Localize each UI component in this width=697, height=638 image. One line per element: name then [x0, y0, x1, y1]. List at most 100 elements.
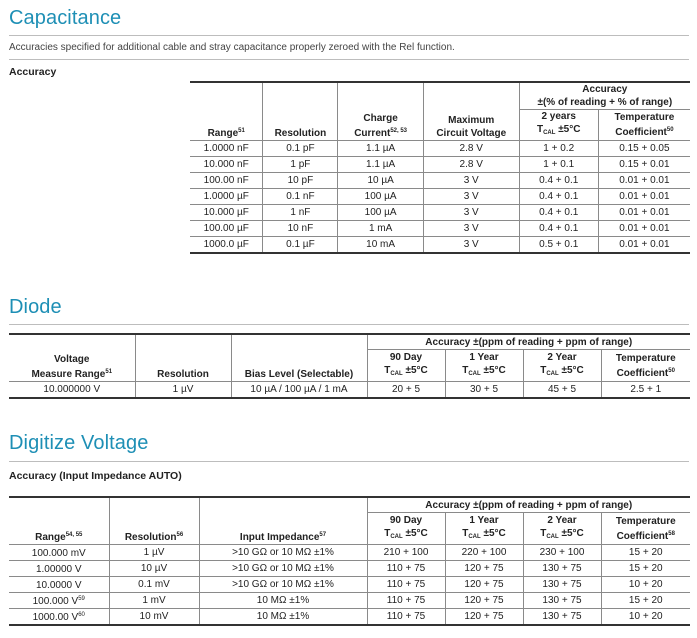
diode-cell-2-year: 45 + 5	[522, 381, 602, 399]
cell-resolution: 1 mV	[108, 592, 200, 609]
header-90-day: 90 Day TCAL ±5°C	[366, 512, 446, 545]
cell-temp-coefficient: 0.15 + 0.05	[597, 140, 690, 157]
cell-temp-coefficient: 10 + 20	[600, 576, 690, 593]
cell-input-impedance: 10 MΩ ±1%	[198, 592, 368, 609]
cell-temp-coefficient: 10 + 20	[600, 608, 690, 626]
cell-max-voltage: 3 V	[422, 236, 520, 254]
cell-range: 100.000 V59	[9, 592, 110, 609]
cell-charge-current: 1 mA	[337, 220, 424, 237]
cell-range: 1.00000 V	[9, 560, 110, 577]
footnote-ref: 59	[78, 596, 85, 602]
cell-2-years: 0.4 + 0.1	[518, 204, 599, 221]
header-2-year: 2 Year TCAL ±5°C	[522, 349, 602, 382]
cell-resolution: 0.1 mV	[108, 576, 200, 593]
diode-cell-range: 10.000000 V	[9, 381, 136, 399]
cell-2-years: 1 + 0.2	[518, 140, 599, 157]
cell-temp-coefficient: 0.01 + 0.01	[597, 236, 690, 254]
table-row: 100.000 mV 1 µV >10 GΩ or 10 MΩ ±1% 210 + 1…	[9, 544, 690, 561]
diode-cell-bias: 10 µA / 100 µA / 1 mA	[230, 381, 368, 399]
cell-max-voltage: 2.8 V	[422, 140, 520, 157]
diode-cell-resolution: 1 µV	[134, 381, 232, 399]
cell-2-years: 0.4 + 0.1	[518, 188, 599, 205]
cell-resolution: 1 nF	[262, 204, 339, 221]
cell-input-impedance: >10 GΩ or 10 MΩ ±1%	[198, 560, 368, 577]
cell-resolution: 0.1 nF	[262, 188, 339, 205]
header-range: Range51	[190, 81, 264, 141]
cell-1-year: 120 + 75	[444, 576, 524, 593]
cell-range: 1.0000 µF	[190, 188, 264, 205]
cell-90-day: 110 + 75	[366, 592, 446, 609]
cell-1-year: 220 + 100	[444, 544, 524, 561]
cell-90-day: 210 + 100	[366, 544, 446, 561]
diode-title: Diode	[9, 296, 62, 318]
cell-resolution: 0.1 µF	[262, 236, 339, 254]
header-charge-current: Charge Current52, 53	[337, 81, 424, 141]
header-resolution: Resolution56	[108, 496, 200, 545]
cell-resolution: 10 pF	[262, 172, 339, 189]
section-rule	[9, 461, 689, 462]
cell-max-voltage: 3 V	[422, 220, 520, 237]
cell-1-year: 120 + 75	[444, 608, 524, 626]
cell-range: 100.00 nF	[190, 172, 264, 189]
header-range: Range54, 55	[9, 496, 110, 545]
table-row: 100.000 V59 1 mV 10 MΩ ±1% 110 + 75 120 + 75…	[9, 592, 690, 609]
cell-2-years: 0.4 + 0.1	[518, 220, 599, 237]
diode-cell-1-year: 30 + 5	[444, 381, 524, 399]
cell-2-years: 1 + 0.1	[518, 156, 599, 173]
diode-cell-temp: 2.5 + 1	[600, 381, 690, 399]
cell-charge-current: 1.1 µA	[337, 140, 424, 157]
section-rule	[9, 35, 689, 36]
cell-resolution: 1 µV	[108, 544, 200, 561]
cell-1-year: 120 + 75	[444, 592, 524, 609]
cell-range: 10.000 µF	[190, 204, 264, 221]
table-row: 1.0000 µF 0.1 nF 100 µA 3 V 0.4 + 0.1 0.01 + …	[190, 188, 690, 205]
cell-max-voltage: 3 V	[422, 188, 520, 205]
cell-charge-current: 100 µA	[337, 204, 424, 221]
cell-temp-coefficient: 0.01 + 0.01	[597, 204, 690, 221]
cell-temp-coefficient: 15 + 20	[600, 544, 690, 561]
cell-charge-current: 10 µA	[337, 172, 424, 189]
cell-temp-coefficient: 0.15 + 0.01	[597, 156, 690, 173]
cell-resolution: 10 nF	[262, 220, 339, 237]
header-max-voltage: Maximum Circuit Voltage	[422, 81, 520, 141]
digitize-title: Digitize Voltage	[9, 432, 149, 454]
cell-range: 1000.00 V60	[9, 608, 110, 626]
section-rule	[9, 59, 689, 60]
table-row: 100.00 µF 10 nF 1 mA 3 V 0.4 + 0.1 0.01 + 0.0…	[190, 220, 690, 237]
header-2-years: 2 years TCAL ±5°C	[518, 109, 599, 141]
capacitance-table: Range51 Resolution Charge Current52, 53 M…	[190, 81, 690, 254]
cell-range: 10.000 nF	[190, 156, 264, 173]
capacitance-subtitle: Accuracy	[9, 66, 57, 78]
cell-charge-current: 100 µA	[337, 188, 424, 205]
cell-1-year: 120 + 75	[444, 560, 524, 577]
cell-temp-coefficient: 15 + 20	[600, 560, 690, 577]
cell-90-day: 110 + 75	[366, 608, 446, 626]
cell-max-voltage: 3 V	[422, 204, 520, 221]
cell-input-impedance: >10 GΩ or 10 MΩ ±1%	[198, 576, 368, 593]
cell-90-day: 110 + 75	[366, 560, 446, 577]
header-temp-coefficient: Temperature Coefficient50	[597, 109, 690, 141]
cell-2-year: 130 + 75	[522, 576, 602, 593]
table-row: 10.000 µF 1 nF 100 µA 3 V 0.4 + 0.1 0.01 + 0.…	[190, 204, 690, 221]
cell-input-impedance: >10 GΩ or 10 MΩ ±1%	[198, 544, 368, 561]
cell-2-year: 230 + 100	[522, 544, 602, 561]
header-1-year: 1 Year TCAL ±5°C	[444, 512, 524, 545]
table-row: 1000.0 µF 0.1 µF 10 mA 3 V 0.5 + 0.1 0.01 + 0…	[190, 236, 690, 254]
header-resolution: Resolution	[134, 333, 232, 382]
header-90-day: 90 Day TCAL ±5°C	[366, 349, 446, 382]
cell-max-voltage: 2.8 V	[422, 156, 520, 173]
header-temp-coefficient: Temperature Coefficient50	[600, 349, 690, 382]
header-temp-coefficient: Temperature Coefficient58	[600, 512, 690, 545]
capacitance-title: Capacitance	[9, 7, 122, 29]
cell-charge-current: 10 mA	[337, 236, 424, 254]
cell-2-years: 0.5 + 0.1	[518, 236, 599, 254]
cell-resolution: 10 mV	[108, 608, 200, 626]
cell-charge-current: 1.1 µA	[337, 156, 424, 173]
digitize-subtitle: Accuracy (Input Impedance AUTO)	[9, 470, 182, 482]
cell-temp-coefficient: 15 + 20	[600, 592, 690, 609]
diode-table: Voltage Measure Range51 Resolution Bias L…	[9, 333, 690, 399]
cell-temp-coefficient: 0.01 + 0.01	[597, 188, 690, 205]
cell-2-year: 130 + 75	[522, 592, 602, 609]
